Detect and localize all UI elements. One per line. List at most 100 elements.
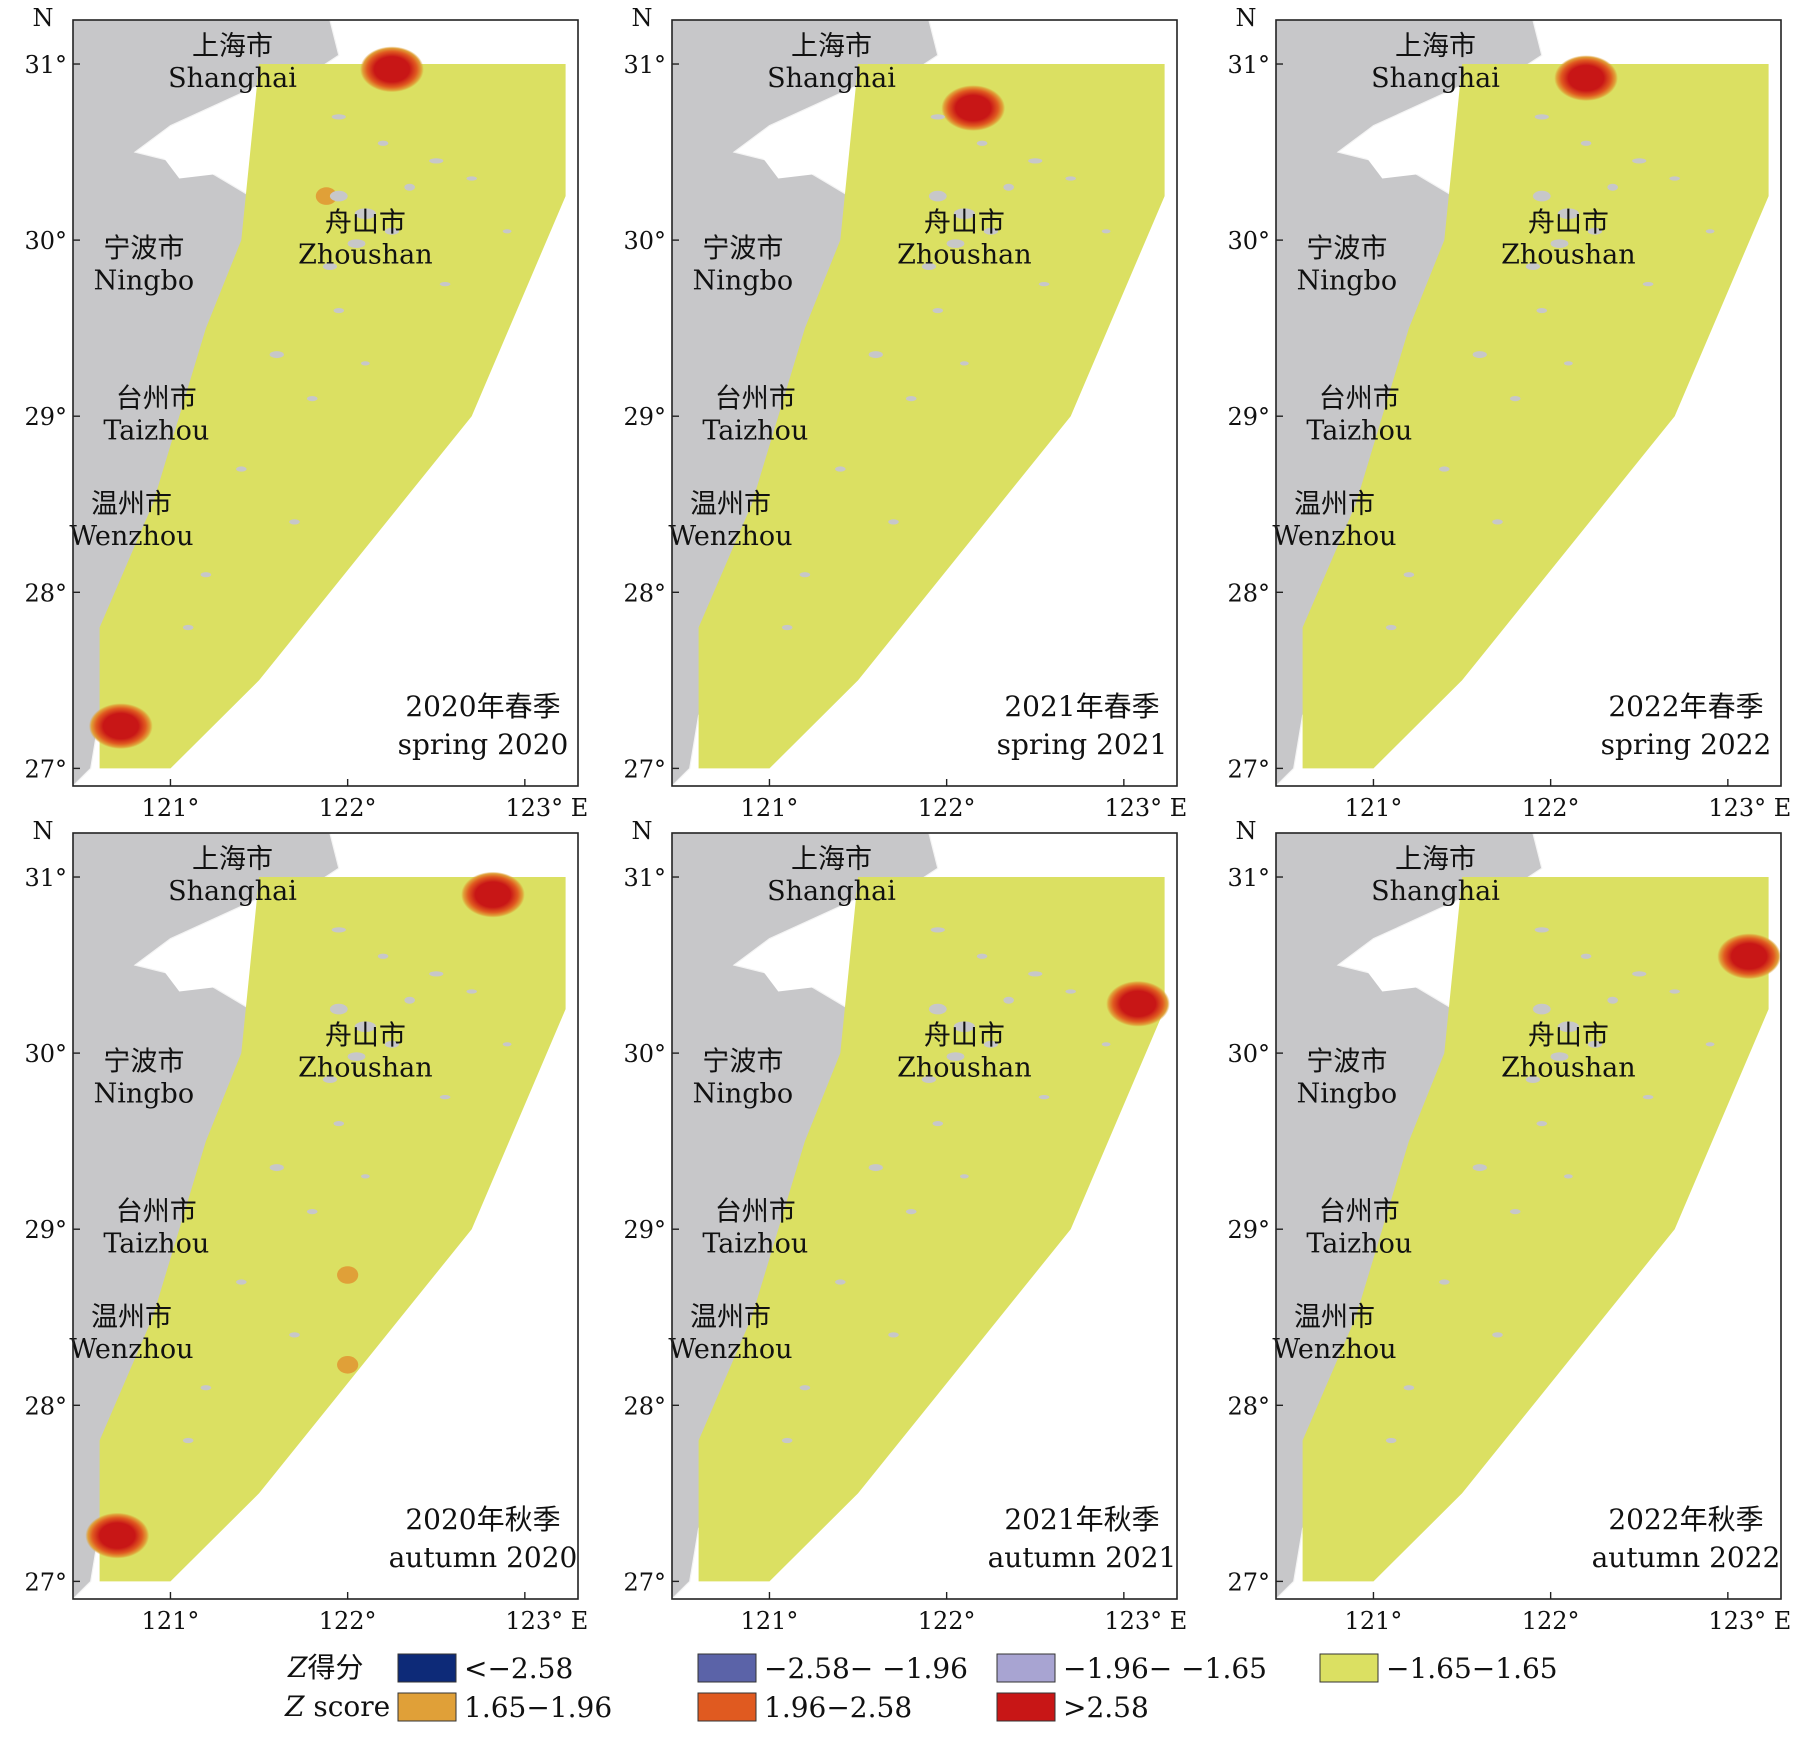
- city-label-taizhou-zh: 台州市: [715, 383, 796, 414]
- island: [1607, 996, 1618, 1004]
- legend-item-lt-neg-2-58: <−2.58: [397, 1652, 573, 1685]
- city-label-taizhou-en: Taizhou: [103, 1228, 209, 1259]
- legend: Z得分 Z score <−2.58 −2.58− −1.96 −1.96− −1.…: [284, 1651, 1558, 1724]
- map-content: [672, 20, 1177, 786]
- island: [959, 1174, 969, 1179]
- legend-item-neg-1-65-1-65: −1.65−1.65: [1319, 1652, 1558, 1685]
- island: [1472, 1164, 1487, 1172]
- lat-tick-label: 27°: [1227, 1568, 1270, 1596]
- map-content: [672, 833, 1177, 1599]
- season-label-en: spring 2022: [1601, 728, 1772, 761]
- island: [1534, 927, 1549, 933]
- city-label-taizhou-zh: 台州市: [1319, 383, 1400, 414]
- city-label-zhoushan-zh: 舟山市: [1528, 1020, 1609, 1051]
- legend-label: −2.58− −1.96: [764, 1652, 968, 1685]
- island: [306, 1208, 318, 1215]
- island: [502, 1042, 512, 1047]
- island: [354, 1021, 376, 1033]
- island: [888, 1332, 899, 1338]
- hotspot-gt-2-58: [85, 1512, 150, 1559]
- island: [928, 1003, 947, 1015]
- hotspot-gt-2-58: [1106, 980, 1170, 1027]
- island: [932, 307, 944, 314]
- city-label-taizhou-en: Taizhou: [1306, 415, 1412, 446]
- hangzhou-bay: [1355, 90, 1480, 179]
- city-label-zhoushan-en: Zhoushan: [1501, 1052, 1636, 1083]
- season-label-zh: 2021年春季: [1004, 690, 1159, 723]
- city-label-ningbo-en: Ningbo: [693, 266, 793, 297]
- lat-tick-label: 27°: [24, 1568, 67, 1596]
- lat-tick-label: 29°: [24, 1216, 67, 1244]
- lat-tick-label: 31°: [623, 51, 666, 79]
- city-label-taizhou-zh: 台州市: [116, 1196, 197, 1227]
- island: [1385, 624, 1397, 631]
- island: [333, 1120, 345, 1127]
- city-label-zhoushan-zh: 舟山市: [325, 1020, 406, 1051]
- island: [946, 239, 965, 249]
- island: [868, 351, 883, 359]
- legend-item-1-96-2-58: 1.96−2.58: [697, 1691, 912, 1724]
- island: [946, 1052, 965, 1062]
- map-content: [1276, 833, 1781, 1599]
- lat-tick-label: 31°: [623, 864, 666, 892]
- island: [1003, 183, 1014, 191]
- season-label-zh: 2020年秋季: [405, 1503, 560, 1536]
- study-area: [1302, 64, 1769, 769]
- island: [182, 1437, 194, 1444]
- island: [322, 263, 338, 271]
- island: [347, 239, 366, 249]
- island: [1525, 1076, 1541, 1084]
- island: [976, 953, 988, 959]
- legend-label: 1.65−1.96: [464, 1691, 612, 1724]
- island: [269, 351, 284, 359]
- island: [888, 519, 899, 525]
- map-content: [73, 833, 578, 1599]
- legend-swatch: [397, 1692, 457, 1722]
- city-label-shanghai-zh: 上海市: [791, 31, 872, 62]
- island: [429, 158, 444, 164]
- island: [329, 190, 348, 202]
- island: [799, 1385, 811, 1391]
- city-label-shanghai-zh: 上海市: [192, 31, 273, 62]
- legend-swatch: [697, 1692, 757, 1722]
- island: [1509, 395, 1521, 402]
- season-label-zh: 2022年秋季: [1608, 1503, 1763, 1536]
- lat-tick-label: 28°: [24, 1392, 67, 1420]
- lat-tick-label: 28°: [1227, 1392, 1270, 1420]
- hotspot-gt-2-58: [941, 85, 1006, 131]
- island: [1439, 1279, 1450, 1285]
- hotspot-gt-2-58: [1717, 933, 1781, 980]
- lat-tick-label: 28°: [1227, 579, 1270, 607]
- island: [905, 1208, 917, 1215]
- island: [439, 1095, 451, 1100]
- city-label-shanghai-en: Shanghai: [168, 63, 297, 94]
- island: [1028, 158, 1043, 164]
- map-content: [73, 20, 578, 786]
- island: [347, 1052, 366, 1062]
- island: [1669, 989, 1680, 994]
- island: [1439, 466, 1450, 472]
- island: [1509, 1208, 1521, 1215]
- island: [384, 227, 400, 235]
- city-label-zhoushan-zh: 舟山市: [1528, 207, 1609, 238]
- legend-item-1-65-1-96: 1.65−1.96: [397, 1691, 612, 1724]
- city-label-wenzhou-zh: 温州市: [1294, 489, 1375, 520]
- island: [921, 263, 937, 271]
- city-label-ningbo-zh: 宁波市: [1306, 234, 1387, 265]
- island: [835, 1279, 846, 1285]
- island: [1557, 208, 1579, 220]
- study-area: [1302, 877, 1769, 1582]
- island: [932, 1120, 944, 1127]
- panel-frame: [671, 19, 1178, 787]
- season-label-en: spring 2021: [997, 728, 1168, 761]
- lat-tick-label: 29°: [24, 403, 67, 431]
- island: [1492, 519, 1503, 525]
- island: [404, 996, 415, 1004]
- city-label-zhoushan-zh: 舟山市: [924, 207, 1005, 238]
- lat-tick-label: 30°: [24, 227, 67, 255]
- city-label-taizhou-zh: 台州市: [116, 383, 197, 414]
- island: [1065, 989, 1076, 994]
